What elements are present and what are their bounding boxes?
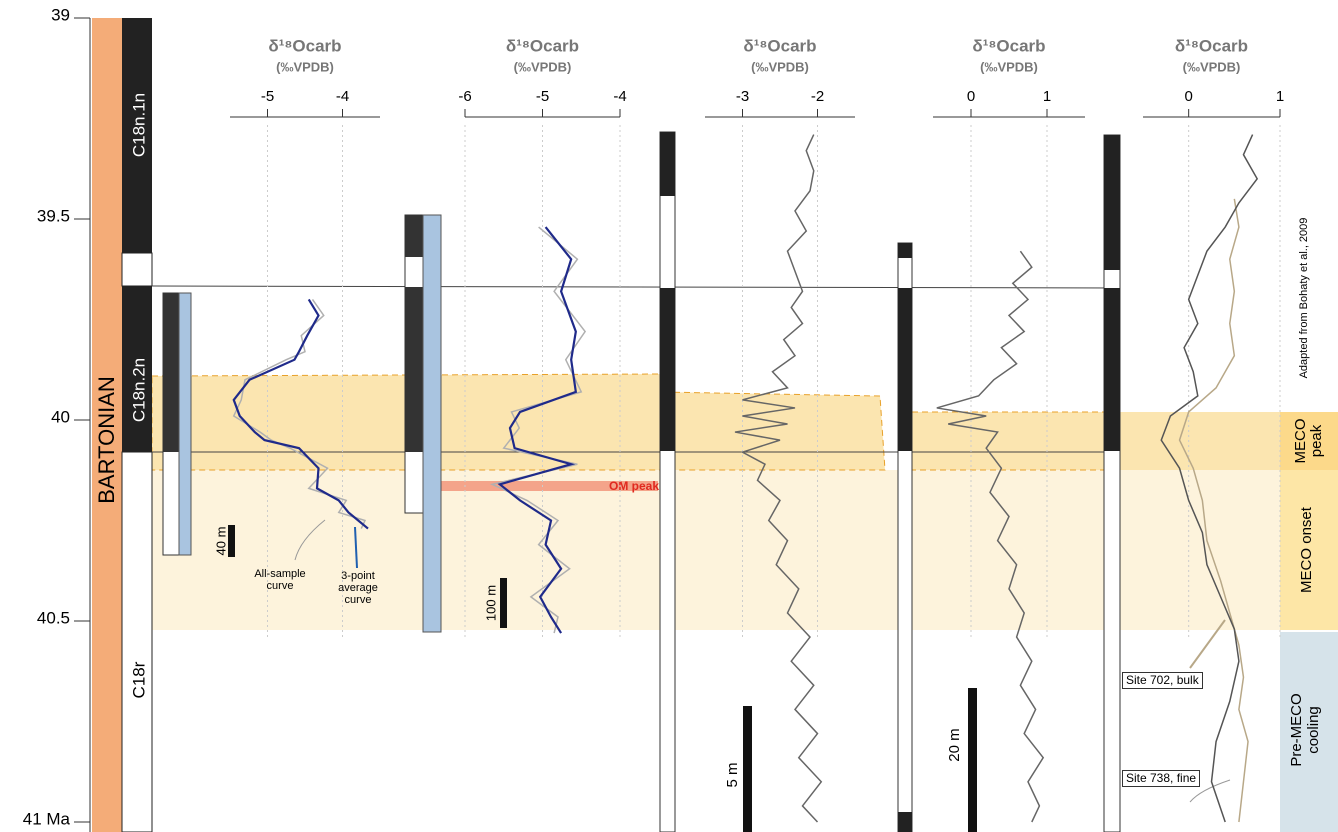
- om-peak-band: [440, 481, 658, 491]
- x-tick-label: 1: [1276, 88, 1284, 105]
- scale-bar-label: 40 m: [213, 527, 228, 556]
- chron-white: [121, 252, 153, 287]
- scale-bar-marks: [228, 525, 977, 832]
- panel-title: δ¹⁸Ocarb: [743, 36, 816, 55]
- data-line: [1160, 134, 1259, 823]
- data-line: [232, 298, 369, 530]
- chron-label: C18n.1n: [129, 93, 148, 157]
- stage-label: BARTONIAN: [94, 376, 119, 504]
- data-line: [232, 298, 367, 529]
- x-tick-label: -5: [536, 88, 549, 105]
- series-label: Site 738, fine: [1122, 770, 1201, 788]
- panel-subtitle: (‰VPDB): [1183, 59, 1241, 74]
- panel-subtitle: (‰VPDB): [751, 59, 809, 74]
- chron-label: C18r: [129, 661, 148, 698]
- zone-label: MECO peak: [1291, 418, 1326, 464]
- chron-black: [122, 18, 152, 253]
- chron-label: C18n.2n: [129, 358, 148, 422]
- age-tick-label: 39.5: [37, 206, 70, 225]
- om-peak-label: OM peak: [609, 479, 659, 493]
- scale-bar-label: 100 m: [483, 585, 498, 621]
- data-line: [1178, 198, 1249, 823]
- arrows: [294, 519, 1231, 803]
- age-tick-label: 40: [51, 407, 70, 426]
- stage-bar: [92, 18, 122, 832]
- zone-box: [1280, 470, 1338, 630]
- meco-peak-band: [911, 411, 1121, 471]
- x-tick-label: -5: [261, 88, 274, 105]
- zone-box: [1280, 412, 1338, 470]
- zone-label: MECO onset: [1298, 507, 1315, 593]
- panel-subtitle: (‰VPDB): [980, 59, 1038, 74]
- x-tick-label: -4: [336, 88, 349, 105]
- panel-title: δ¹⁸Ocarb: [506, 36, 579, 55]
- series-label: All-sample curve: [254, 568, 306, 593]
- series-label: Site 702, bulk: [1122, 672, 1203, 690]
- x-tick-label: -3: [736, 88, 749, 105]
- x-tick-label: 0: [967, 88, 975, 105]
- zone-label: Pre-MECO cooling: [1288, 693, 1322, 767]
- panel-title: δ¹⁸Ocarb: [972, 36, 1045, 55]
- age-tick-label: 40.5: [37, 608, 70, 627]
- mag-columns: [162, 131, 1121, 832]
- scale-bar-label: 20 m: [946, 728, 963, 761]
- age-tick-label: 39: [51, 5, 70, 24]
- x-tick-label: 1: [1043, 88, 1051, 105]
- chron-black: [122, 286, 152, 452]
- credit: Adapted from Bohaty et al., 2009: [1298, 218, 1310, 379]
- x-tick-label: -2: [811, 88, 824, 105]
- scale-bar-label: 5 m: [724, 762, 741, 787]
- data-line: [936, 250, 1045, 823]
- panel-title: δ¹⁸Ocarb: [268, 36, 341, 55]
- panel-subtitle: (‰VPDB): [276, 59, 334, 74]
- x-tick-label: -4: [613, 88, 626, 105]
- chron-white: [121, 451, 153, 832]
- series-label: 3-point average curve: [338, 570, 378, 607]
- meco-onset-band: [152, 470, 1280, 630]
- meco-peak-band: [1120, 412, 1280, 470]
- panel-subtitle: (‰VPDB): [514, 59, 572, 74]
- x-tick-label: 0: [1184, 88, 1192, 105]
- zone-box: [1280, 632, 1338, 832]
- panel-title: δ¹⁸Ocarb: [1175, 36, 1248, 55]
- x-tick-label: -6: [458, 88, 471, 105]
- tie-line: [151, 285, 1121, 289]
- data-line: [497, 226, 578, 634]
- data-line: [734, 134, 823, 823]
- age-tick-label: 41 Ma: [23, 809, 71, 828]
